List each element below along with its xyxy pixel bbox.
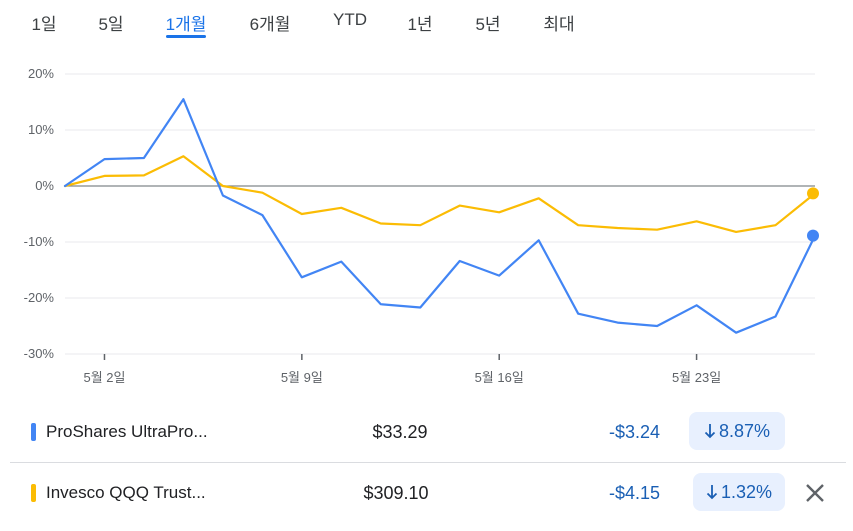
percent-change-badge: 1.32%: [693, 473, 785, 511]
tab-5d[interactable]: 5일: [98, 15, 124, 34]
series-line: [63, 98, 817, 334]
x-tick-label: 5월 2일: [83, 370, 125, 385]
series-color-swatch: [31, 484, 36, 502]
x-tick-label: 5월 9일: [281, 370, 323, 385]
active-tab-indicator: [166, 35, 206, 38]
series-line: [63, 155, 817, 233]
series-end-point: [807, 229, 819, 242]
tab-ytd[interactable]: YTD: [333, 10, 367, 29]
y-tick-label: 20%: [28, 66, 54, 81]
arrow-down-icon: [704, 424, 716, 439]
y-tick-label: 10%: [28, 122, 54, 137]
tab-5y[interactable]: 5년: [475, 15, 501, 34]
range-tabs: 1일 5일 1개월 6개월 YTD 1년 5년 최대: [0, 0, 853, 44]
comparison-chart: 20%10%0%-10%-20%-30% 5월 2일 5월 9일 5월 16일 5월 …: [24, 66, 819, 385]
y-tick-label: 0%: [35, 178, 54, 193]
x-axis-ticks: 5월 2일 5월 9일 5월 16일 5월 23일: [83, 354, 721, 385]
tab-6m[interactable]: 6개월: [249, 15, 291, 34]
x-tick-label: 5월 16일: [475, 370, 524, 385]
y-tick-label: -10%: [24, 234, 55, 249]
quote-price: $309.10: [363, 483, 429, 503]
quote-name: Invesco QQQ Trust...: [46, 483, 206, 502]
quote-change: -$3.24: [608, 422, 660, 442]
quote-name: ProShares UltraPro...: [46, 422, 208, 441]
y-tick-label: -20%: [24, 290, 55, 305]
tab-max[interactable]: 최대: [543, 15, 575, 34]
tab-1m[interactable]: 1개월: [165, 15, 207, 34]
series-end-point: [807, 187, 819, 200]
remove-comparison-close-icon[interactable]: [802, 480, 828, 506]
series-lines: [63, 98, 819, 334]
percent-change-value: 1.32%: [720, 481, 773, 502]
quote-row[interactable]: ProShares UltraPro... $33.29 -$3.24 8.87…: [10, 402, 846, 462]
tab-1y[interactable]: 1년: [407, 15, 433, 34]
gridlines: [65, 73, 815, 355]
y-tick-label: -30%: [24, 346, 55, 361]
x-tick-label: 5월 23일: [672, 370, 721, 385]
tab-1d[interactable]: 1일: [31, 15, 57, 34]
percent-change-badge: 8.87%: [689, 412, 785, 450]
series-color-swatch: [31, 423, 36, 441]
arrow-down-icon: [706, 485, 718, 500]
quote-change: -$4.15: [608, 483, 660, 503]
quote-row[interactable]: Invesco QQQ Trust... $309.10 -$4.15 1.32…: [10, 462, 846, 523]
y-axis-ticks: 20% 10% 0% -10% -20% -30%: [24, 66, 55, 361]
percent-change-value: 8.87%: [718, 420, 771, 441]
quote-price: $33.29: [372, 422, 428, 442]
